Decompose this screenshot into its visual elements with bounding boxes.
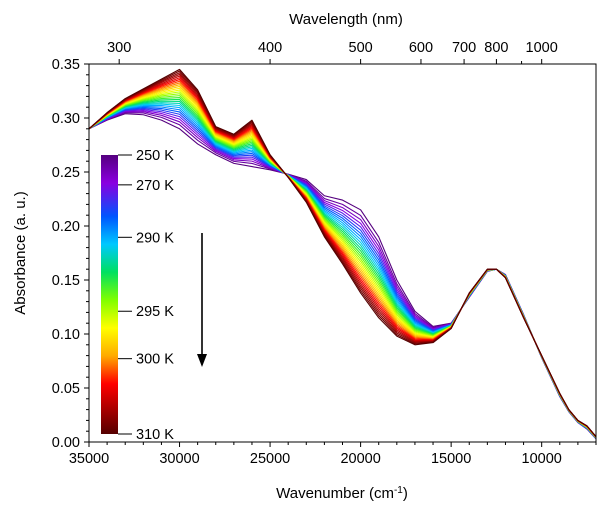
x-tick-label: 10000 [522,451,562,467]
colorbar-label: 290 K [136,230,174,246]
colorbar-label: 295 K [136,304,174,320]
y-tick-label: 0.25 [52,165,80,181]
spectra-curves [89,68,596,440]
top-tick-label: 1000 [526,40,558,56]
y-tick-label: 0.35 [52,57,80,73]
spectrum-line [89,95,596,438]
y-tick-label: 0.15 [52,273,80,289]
y-tick-label: 0.05 [52,381,80,397]
x-axis: 35000 30000 25000 20000 15000 10000 [69,442,597,467]
top-tick-label: 300 [107,40,131,56]
x-tick-label: 15000 [431,451,471,467]
x-tick-label: 20000 [340,451,380,467]
top-tick-label: 500 [349,40,373,56]
y-tick-label: 0.00 [52,435,80,451]
colorbar-label: 250 K [136,148,174,164]
top-axis: 300 400 500 600 700 800 1000 [107,40,558,64]
x-axis-title: Wavenumber (cm-1) [276,485,408,503]
top-axis-title: Wavelength (nm) [289,11,403,28]
trend-arrowhead [197,354,207,367]
colorbar-label: 270 K [136,178,174,194]
colorbar [101,155,118,434]
y-axis: 0.00 0.05 0.10 0.15 0.20 0.25 0.30 0.35 [52,57,89,451]
y-tick-label: 0.10 [52,327,80,343]
spectrum-line [89,68,596,437]
y-axis-title: Absorbance (a. u.) [12,191,29,314]
colorbar-label: 300 K [136,352,174,368]
x-tick-label: 25000 [250,451,290,467]
x-tick-label: 35000 [69,451,109,467]
y-tick-label: 0.30 [52,111,80,127]
spectrum-line [89,93,596,438]
x-tick-label: 30000 [159,451,199,467]
y-tick-label: 0.20 [52,219,80,235]
top-tick-label: 400 [258,40,282,56]
top-tick-label: 800 [484,40,508,56]
spectrum-line [89,75,596,438]
top-tick-label: 600 [409,40,433,56]
colorbar-labels: 250 K 270 K 290 K 295 K 300 K 310 K [118,148,174,443]
colorbar-label: 310 K [136,427,174,443]
top-tick-label: 700 [452,40,476,56]
